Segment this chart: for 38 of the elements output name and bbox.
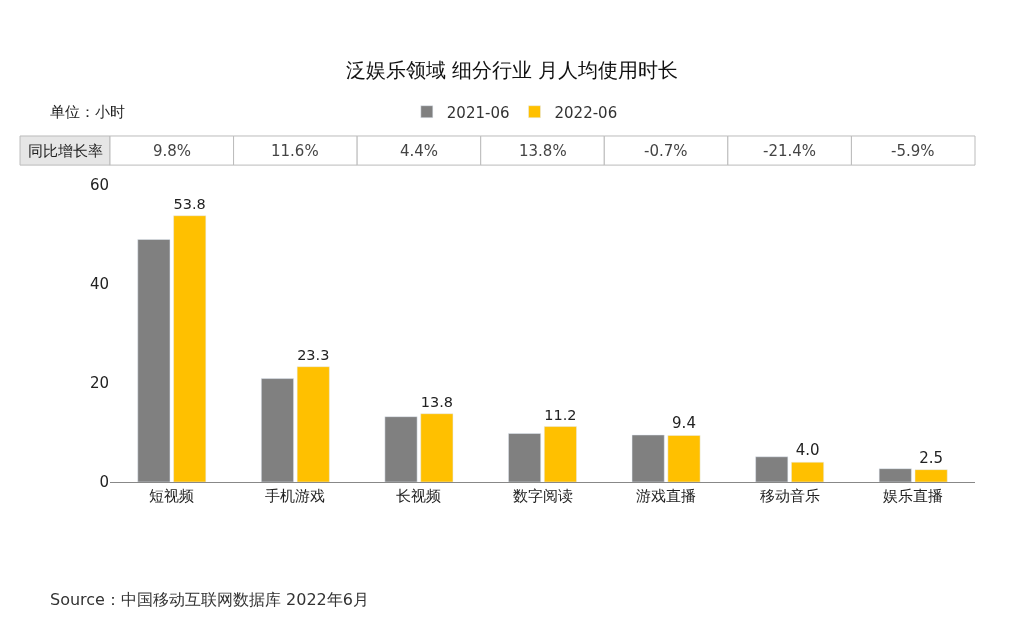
data-label: 13.8 (420, 393, 453, 410)
text: 9.8% (153, 142, 192, 160)
x-tick-label: 长视频 (396, 487, 442, 505)
y-tick-label: 20 (89, 374, 109, 393)
bar (420, 413, 454, 482)
data-label: 2.5 (919, 448, 944, 467)
source-note: Source：中国移动互联网数据库 2022年6月 (50, 590, 369, 609)
legend-label: 2022-06 (554, 103, 618, 122)
text: 11.6% (271, 142, 319, 160)
bar (667, 435, 701, 482)
y-tick-label: 60 (89, 176, 109, 195)
bar (544, 426, 577, 482)
y-tick-label: 0 (99, 473, 109, 492)
data-label: 4.0 (795, 441, 820, 460)
text: 13.8% (519, 142, 567, 160)
bar (173, 215, 207, 482)
x-tick-label: 移动音乐 (759, 487, 820, 505)
data-label: 9.4 (672, 414, 696, 433)
bar (296, 366, 330, 482)
bar (914, 469, 948, 482)
text: -5.9% (891, 142, 935, 160)
bar (791, 461, 824, 482)
legend-label: 2021-06 (446, 103, 510, 122)
text: -0.7% (644, 142, 688, 160)
x-tick-label: 游戏直播 (636, 487, 697, 505)
text: 单位：小时 (50, 103, 125, 121)
data-label: 53.8 (173, 195, 206, 212)
data-label: 23.3 (297, 346, 330, 363)
text: 4.4% (400, 142, 439, 160)
y-tick-label: 40 (89, 275, 109, 294)
x-tick-label: 数字阅读 (512, 487, 573, 505)
data-label: 11.2 (544, 406, 577, 423)
x-tick-label: 手机游戏 (265, 487, 326, 505)
text: 同比增长率 (28, 142, 103, 160)
chart-title: 泛娱乐领域 细分行业 月人均使用时长 (345, 58, 679, 83)
x-tick-label: 娱乐直播 (883, 487, 944, 505)
text: -21.4% (763, 142, 817, 160)
x-tick-label: 短视频 (149, 487, 195, 505)
